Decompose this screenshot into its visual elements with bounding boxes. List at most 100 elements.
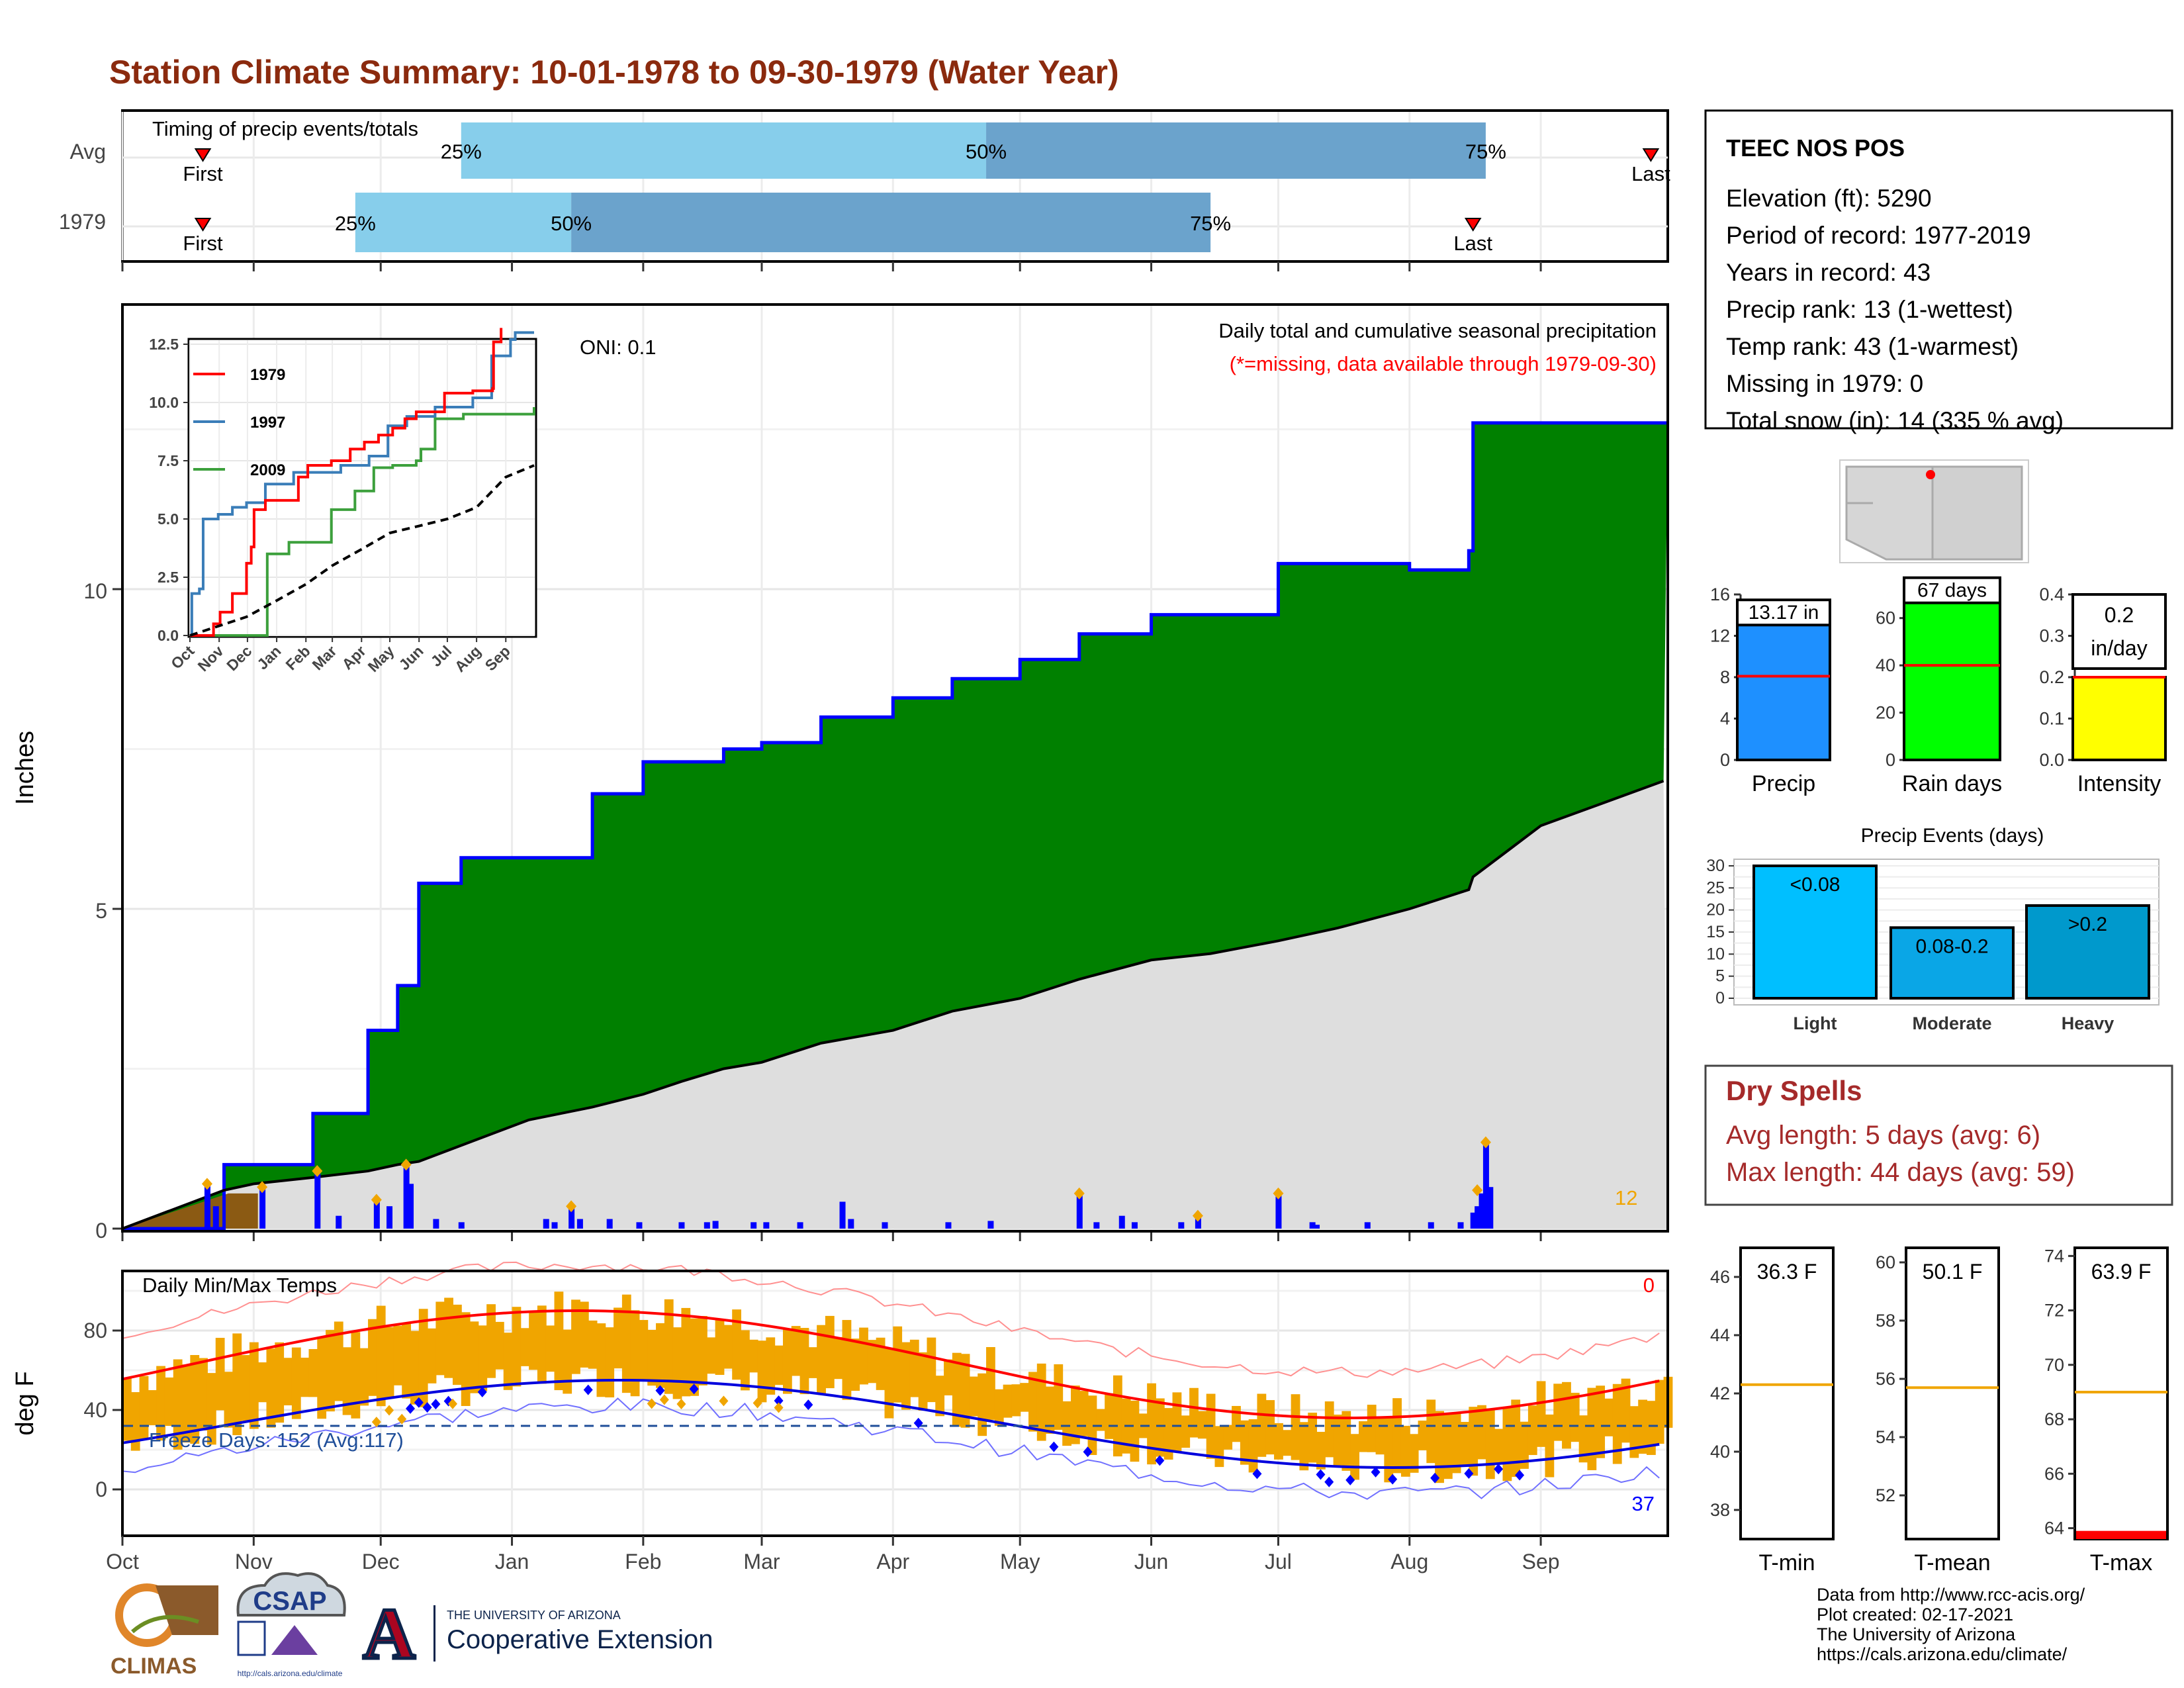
summary-value-box bbox=[2071, 593, 2167, 670]
daily-temp-range-bar bbox=[1291, 1394, 1300, 1460]
daily-temp-range-bar bbox=[901, 1342, 911, 1410]
timing-label-75: 75% bbox=[1465, 140, 1506, 164]
daily-precip-bar bbox=[1309, 1222, 1316, 1229]
record-low-marker bbox=[774, 1395, 784, 1406]
daily-temp-range-bar bbox=[1333, 1415, 1343, 1466]
record-low-marker bbox=[1430, 1472, 1440, 1483]
summary-ytick-label: 0.0 bbox=[2039, 750, 2064, 770]
average-max-line bbox=[122, 1309, 1660, 1419]
inset-xtick-label: Aug bbox=[451, 642, 484, 675]
daily-temp-range-bar bbox=[842, 1320, 852, 1400]
timing-label-50: 50% bbox=[966, 140, 1007, 164]
daily-temp-range-bar bbox=[1443, 1413, 1453, 1479]
daily-temp-range-bar bbox=[300, 1358, 310, 1397]
daily-temp-range-bar bbox=[944, 1359, 953, 1395]
temp-bar-ytick-label: 72 bbox=[2044, 1301, 2064, 1321]
daily-temp-range-bar bbox=[1494, 1429, 1504, 1465]
daily-temp-range-bar bbox=[1274, 1423, 1283, 1460]
station-info-box: TEEC NOS POS Elevation (ft): 5290 Period… bbox=[1704, 109, 2173, 434]
summary-ytick-label: 0.3 bbox=[2039, 626, 2064, 646]
record-low-marker bbox=[1371, 1466, 1381, 1477]
daily-precip-bar bbox=[551, 1222, 558, 1229]
daily-temp-range-bar bbox=[1282, 1430, 1292, 1456]
record-low-marker bbox=[1316, 1469, 1326, 1480]
temp-bar-ytick-label: 58 bbox=[1876, 1311, 1895, 1331]
daily-precip-bar bbox=[797, 1222, 803, 1229]
temp-ytick-label: 40 bbox=[83, 1398, 107, 1422]
temp-summary-bars: 38 40 42 44 46 36.3 F T-min 52 54 56 58 60 50.1 F T-m… bbox=[1710, 1246, 2169, 1575]
new-mexico-shape bbox=[1931, 465, 2023, 561]
daily-temp-range-bar bbox=[1384, 1418, 1394, 1483]
daily-temp-range-bar bbox=[1036, 1363, 1046, 1441]
record-low-marker bbox=[1049, 1441, 1059, 1452]
deficit-area bbox=[122, 1193, 258, 1229]
first-marker-icon bbox=[194, 218, 212, 232]
daily-temp-range-bar bbox=[605, 1327, 615, 1397]
daily-temp-range-bar bbox=[732, 1309, 741, 1380]
record-low-marker bbox=[1494, 1464, 1504, 1475]
daily-precip-bar bbox=[1364, 1222, 1371, 1229]
cold-day-marker bbox=[752, 1397, 762, 1409]
inset-ytick-label: 12.5 bbox=[149, 336, 179, 353]
daily-temp-range-bar bbox=[1054, 1364, 1064, 1430]
dry-spells-avg: Avg length: 5 days (avg: 6) bbox=[1726, 1121, 2040, 1150]
inset-legend-label: 1979 bbox=[250, 366, 285, 384]
summary-ytick-label: 0.2 bbox=[2039, 667, 2064, 687]
daily-temp-range-bar bbox=[1181, 1415, 1191, 1448]
summary-bar-label: Intensity bbox=[2077, 771, 2161, 796]
daily-precip-bar bbox=[1475, 1206, 1481, 1229]
summary-bar-label: Rain days bbox=[1902, 771, 2002, 796]
inset-xtick-label: Apr bbox=[338, 642, 369, 673]
station-line: Precip rank: 13 (1-wettest) bbox=[1726, 296, 2013, 323]
daily-temp-range-bar bbox=[1350, 1434, 1359, 1480]
first-label: First bbox=[183, 232, 223, 255]
daily-temp-range-bar bbox=[808, 1347, 818, 1378]
record-low-marker bbox=[1345, 1474, 1355, 1485]
daily-temp-range-bar bbox=[554, 1291, 564, 1391]
temp-bar-frame bbox=[1905, 1246, 2000, 1540]
daily-temp-range-bar bbox=[257, 1362, 267, 1403]
summary-ytick-label: 12 bbox=[1710, 626, 1730, 646]
timing-bar-50-75 bbox=[571, 193, 1211, 252]
daily-temp-range-bar bbox=[825, 1315, 835, 1389]
daily-temp-range-bar bbox=[1003, 1384, 1013, 1418]
daily-temp-range-bar bbox=[1629, 1406, 1639, 1458]
event-bar-moderate bbox=[1889, 926, 2015, 1000]
daily-temp-range-bar bbox=[461, 1312, 471, 1406]
daily-temp-range-bar bbox=[435, 1301, 445, 1376]
daily-temp-range-bar bbox=[859, 1327, 868, 1385]
cumulative-inset: 1979 1997 2009 0.0 2.5 5.0 7.5 10.0 12.5 OctNovD… bbox=[149, 328, 537, 675]
temp-bar-label: T-max bbox=[2090, 1550, 2152, 1575]
daily-temp-range-bar bbox=[1375, 1417, 1385, 1455]
footer-line: The University of Arizona bbox=[1817, 1624, 2016, 1644]
summary-ytick-label: 0 bbox=[1886, 750, 1895, 770]
timing-row-year-label: 1979 bbox=[59, 210, 106, 234]
observed-cumulative-line bbox=[122, 421, 1668, 1231]
daily-temp-range-bar bbox=[1197, 1411, 1207, 1439]
arizona-shape bbox=[1845, 465, 1934, 561]
daily-temp-range-bar bbox=[614, 1307, 623, 1369]
ua-big-text: Cooperative Extension bbox=[447, 1625, 713, 1654]
daily-temp-range-bar bbox=[1527, 1405, 1537, 1456]
temp-bar-ytick-label: 74 bbox=[2044, 1246, 2064, 1266]
summary-bar-intensity bbox=[2071, 676, 2167, 761]
station-name: TEEC NOS POS bbox=[1726, 134, 1905, 162]
daily-temp-range-bar bbox=[402, 1324, 412, 1399]
record-low-marker bbox=[414, 1397, 424, 1408]
record-high-line bbox=[122, 1261, 1660, 1378]
dry-spells-max: Max length: 44 days (avg: 59) bbox=[1726, 1158, 2075, 1187]
temp-bar-ytick-label: 66 bbox=[2044, 1464, 2064, 1483]
missing-note: (*=missing, data available through 1979-… bbox=[1230, 352, 1657, 375]
daily-temp-range-bar bbox=[969, 1376, 979, 1417]
month-label: Nov bbox=[235, 1550, 273, 1573]
event-bar-label: Light bbox=[1794, 1013, 1837, 1033]
daily-precip-bar bbox=[569, 1206, 575, 1229]
daily-temp-range-bar bbox=[1604, 1398, 1614, 1436]
daily-temp-range-bar bbox=[1562, 1382, 1571, 1449]
csap-logo: CSAP http://cals.arizona.edu/climate bbox=[236, 1572, 346, 1678]
temp-bar-ytick-label: 42 bbox=[1710, 1383, 1730, 1403]
events-ytick-label: 5 bbox=[1715, 967, 1725, 986]
daily-temp-range-bar bbox=[1214, 1426, 1224, 1468]
daily-temp-range-bar bbox=[909, 1339, 919, 1397]
daily-temp-range-bar bbox=[444, 1297, 453, 1378]
